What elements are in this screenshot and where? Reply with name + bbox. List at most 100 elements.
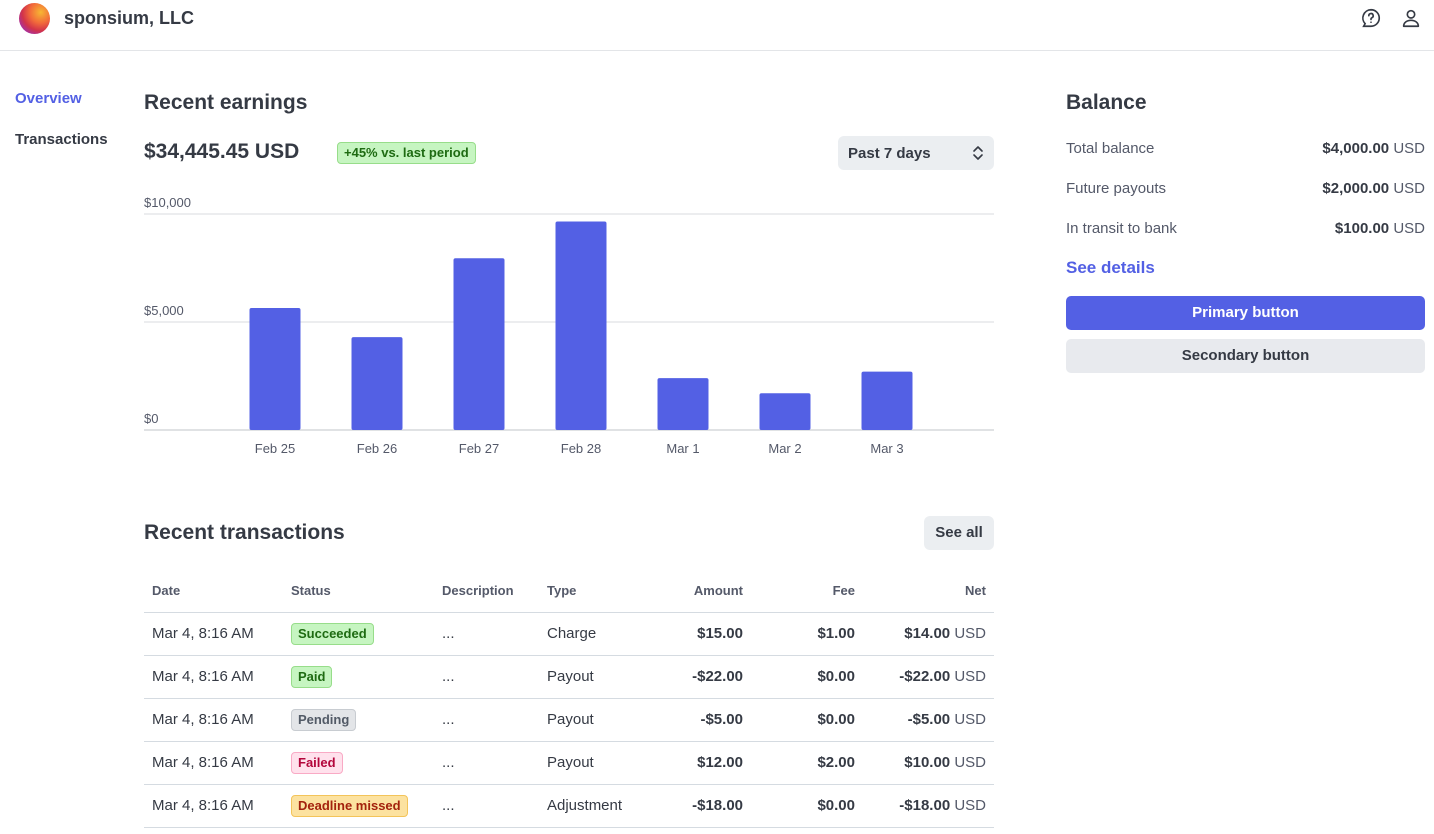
- chart-bar[interactable]: [555, 221, 607, 430]
- sidebar-item-transactions[interactable]: Transactions: [15, 131, 108, 148]
- top-bar: sponsium, LLC: [0, 0, 1434, 51]
- help-icon[interactable]: [1360, 7, 1382, 29]
- x-tick-label: Feb 26: [357, 441, 397, 456]
- cell-amount: $12.00: [639, 741, 751, 785]
- cell-net: $14.00 USD: [863, 612, 994, 656]
- cell-status: Pending: [283, 698, 434, 742]
- cell-type: Adjustment: [539, 784, 639, 828]
- table-row[interactable]: Mar 4, 8:16 AM Deadline missed... Adjustme…: [144, 784, 994, 828]
- status-badge: Deadline missed: [291, 794, 408, 817]
- x-tick-label: Mar 2: [768, 441, 801, 456]
- y-tick-label: $0: [144, 411, 158, 426]
- balance-row-total: Total balance $4,000.00 USD: [1066, 140, 1425, 157]
- x-tick-label: Feb 25: [255, 441, 295, 456]
- balance-title: Balance: [1066, 91, 1147, 114]
- cell-net: $10.00 USD: [863, 741, 994, 785]
- cell-fee: $2.00: [751, 741, 863, 785]
- earnings-total: $34,445.45 USD: [144, 140, 300, 163]
- chart-bar[interactable]: [861, 371, 913, 430]
- cell-type: Charge: [539, 612, 639, 656]
- table-header-row: Date Status Description Type Amount Fee …: [144, 570, 994, 613]
- chart-bar[interactable]: [351, 337, 403, 430]
- period-select-value: Past 7 days: [848, 145, 931, 162]
- net-currency: USD: [954, 668, 986, 685]
- cell-status: Deadline missed: [283, 784, 434, 828]
- balance-label: Total balance: [1066, 140, 1155, 157]
- net-amount: $10.00: [904, 754, 951, 771]
- balance-label: In transit to bank: [1066, 220, 1177, 237]
- x-tick-label: Mar 3: [870, 441, 903, 456]
- cell-type: Payout: [539, 698, 639, 742]
- cell-amount: -$5.00: [639, 698, 751, 742]
- transactions-table: Date Status Description Type Amount Fee …: [144, 570, 994, 828]
- cell-amount: -$18.00: [639, 784, 751, 828]
- x-tick-label: Mar 1: [666, 441, 699, 456]
- chart-bar[interactable]: [657, 378, 709, 430]
- balance-label: Future payouts: [1066, 180, 1167, 197]
- balance-row-future-payouts: Future payouts $2,000.00 USD: [1066, 180, 1425, 197]
- cell-description: ...: [434, 741, 539, 785]
- col-net: Net: [863, 570, 994, 613]
- table-row[interactable]: Mar 4, 8:16 AM Succeeded... Charge $15.00 $1…: [144, 612, 994, 656]
- table-row[interactable]: Mar 4, 8:16 AM Paid... Payout -$22.00 $0.00-…: [144, 655, 994, 699]
- cell-status: Succeeded: [283, 612, 434, 656]
- status-badge: Pending: [291, 708, 357, 731]
- table-row[interactable]: Mar 4, 8:16 AM Pending... Payout -$5.00 $0.0…: [144, 698, 994, 742]
- user-icon[interactable]: [1400, 7, 1422, 29]
- col-fee: Fee: [751, 570, 863, 613]
- y-tick-label: $10,000: [144, 195, 191, 210]
- cell-type: Payout: [539, 741, 639, 785]
- cell-status: Paid: [283, 655, 434, 699]
- chart-bar[interactable]: [453, 258, 505, 430]
- col-status: Status: [283, 570, 434, 613]
- cell-fee: $0.00: [751, 698, 863, 742]
- cell-description: ...: [434, 655, 539, 699]
- net-amount: -$5.00: [907, 711, 951, 728]
- cell-date: Mar 4, 8:16 AM: [144, 698, 283, 742]
- cell-net: -$5.00 USD: [863, 698, 994, 742]
- cell-description: ...: [434, 698, 539, 742]
- status-badge: Succeeded: [291, 622, 374, 645]
- transactions-title: Recent transactions: [144, 521, 345, 544]
- cell-fee: $0.00: [751, 784, 863, 828]
- col-description: Description: [434, 570, 539, 613]
- cell-net: -$22.00 USD: [863, 655, 994, 699]
- cell-type: Payout: [539, 655, 639, 699]
- earnings-title: Recent earnings: [144, 91, 308, 114]
- chevron-updown-icon: [973, 146, 983, 160]
- cell-net: -$18.00 USD: [863, 784, 994, 828]
- change-badge: +45% vs. last period: [337, 142, 476, 164]
- cell-fee: $0.00: [751, 655, 863, 699]
- see-all-button[interactable]: See all: [924, 516, 994, 550]
- status-badge: Paid: [291, 665, 333, 688]
- cell-description: ...: [434, 784, 539, 828]
- cell-date: Mar 4, 8:16 AM: [144, 612, 283, 656]
- col-date: Date: [144, 570, 283, 613]
- chart-bar[interactable]: [249, 307, 301, 430]
- x-tick-label: Feb 27: [459, 441, 499, 456]
- period-select[interactable]: Past 7 days: [838, 136, 994, 170]
- net-currency: USD: [954, 754, 986, 771]
- balance-row-in-transit: In transit to bank $100.00 USD: [1066, 220, 1425, 237]
- status-badge: Failed: [291, 751, 343, 774]
- col-type: Type: [539, 570, 639, 613]
- net-amount: -$18.00: [899, 797, 951, 814]
- see-details-link[interactable]: See details: [1066, 258, 1155, 277]
- cell-date: Mar 4, 8:16 AM: [144, 741, 283, 785]
- table-row[interactable]: Mar 4, 8:16 AM Failed... Payout $12.00 $2.00…: [144, 741, 994, 785]
- primary-button[interactable]: Primary button: [1066, 296, 1425, 330]
- company-name: sponsium, LLC: [64, 8, 194, 28]
- net-currency: USD: [954, 711, 986, 728]
- chart-bar[interactable]: [759, 393, 811, 430]
- sidebar-item-overview[interactable]: Overview: [15, 90, 82, 107]
- y-tick-label: $5,000: [144, 303, 184, 318]
- balance-value: $4,000.00 USD: [1322, 140, 1425, 157]
- net-currency: USD: [954, 797, 986, 814]
- cell-status: Failed: [283, 741, 434, 785]
- net-currency: USD: [954, 625, 986, 642]
- net-amount: -$22.00: [899, 668, 951, 685]
- secondary-button[interactable]: Secondary button: [1066, 339, 1425, 373]
- balance-value: $100.00 USD: [1334, 220, 1425, 237]
- balance-value: $2,000.00 USD: [1322, 180, 1425, 197]
- cell-amount: -$22.00: [639, 655, 751, 699]
